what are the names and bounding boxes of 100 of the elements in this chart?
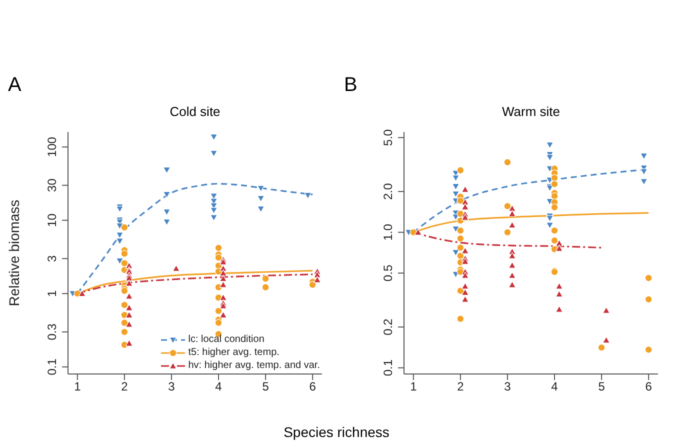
point bbox=[504, 202, 512, 210]
text: B bbox=[344, 74, 358, 97]
point bbox=[308, 281, 316, 288]
point bbox=[452, 226, 460, 233]
point bbox=[120, 259, 128, 267]
point bbox=[508, 262, 516, 268]
point bbox=[644, 274, 652, 282]
point bbox=[220, 302, 227, 309]
point bbox=[556, 290, 563, 298]
point bbox=[461, 296, 469, 302]
point bbox=[640, 152, 648, 160]
point bbox=[644, 296, 652, 304]
x-tick-label: 1 bbox=[410, 380, 418, 394]
point bbox=[163, 208, 170, 216]
y-tick-label: 100 bbox=[45, 136, 59, 157]
chart-title: Warm site bbox=[500, 104, 562, 119]
point bbox=[262, 284, 270, 291]
point bbox=[508, 210, 516, 217]
point bbox=[210, 150, 218, 157]
point bbox=[644, 346, 652, 354]
point bbox=[262, 274, 270, 282]
point bbox=[550, 174, 558, 182]
point bbox=[452, 174, 460, 182]
point bbox=[602, 306, 610, 314]
point bbox=[461, 186, 469, 193]
point bbox=[210, 134, 218, 141]
point bbox=[120, 319, 128, 326]
x-tick-label: 6 bbox=[645, 380, 652, 394]
point bbox=[120, 250, 128, 258]
x-tick-label: 2 bbox=[457, 380, 464, 394]
point bbox=[120, 328, 128, 336]
point bbox=[640, 168, 648, 176]
point bbox=[598, 344, 606, 352]
point bbox=[125, 280, 133, 286]
point bbox=[414, 228, 422, 236]
point bbox=[125, 274, 133, 282]
point bbox=[550, 236, 558, 244]
y-tick-label: 0.1 bbox=[45, 358, 59, 376]
point bbox=[452, 249, 460, 256]
point bbox=[120, 287, 128, 295]
point bbox=[125, 304, 133, 311]
point bbox=[550, 204, 558, 211]
point bbox=[220, 269, 227, 276]
point bbox=[546, 222, 554, 229]
y-tick-label: 0.3 bbox=[45, 323, 59, 340]
y-tick-label: 1 bbox=[45, 290, 59, 297]
point bbox=[461, 247, 469, 254]
point bbox=[452, 183, 460, 190]
point bbox=[220, 274, 227, 282]
point bbox=[452, 190, 460, 198]
point bbox=[120, 224, 128, 232]
point bbox=[504, 158, 512, 166]
point bbox=[172, 264, 180, 272]
point bbox=[257, 185, 265, 192]
point bbox=[602, 336, 610, 344]
point bbox=[220, 281, 227, 288]
point bbox=[556, 282, 563, 290]
point bbox=[461, 203, 469, 210]
y-tick-label: 5.0 bbox=[381, 128, 395, 146]
x-tick-label: 3 bbox=[168, 380, 176, 394]
point bbox=[210, 214, 218, 222]
point bbox=[640, 178, 648, 186]
point bbox=[220, 258, 227, 265]
point bbox=[508, 272, 516, 279]
point bbox=[116, 258, 124, 265]
point bbox=[163, 166, 170, 174]
x-tick-label: 2 bbox=[121, 380, 128, 394]
point bbox=[210, 207, 218, 214]
point bbox=[456, 234, 464, 242]
point bbox=[556, 240, 563, 246]
point bbox=[78, 290, 86, 297]
point bbox=[314, 276, 321, 283]
point bbox=[461, 272, 469, 279]
point bbox=[461, 288, 469, 296]
y-tick-label: 10 bbox=[45, 213, 59, 227]
y-tick-label: 0.2 bbox=[381, 318, 395, 336]
point bbox=[120, 301, 128, 309]
point bbox=[546, 215, 554, 222]
x-tick-label: 3 bbox=[504, 380, 512, 394]
x-tick-label: 5 bbox=[598, 380, 606, 394]
point bbox=[214, 319, 222, 326]
point bbox=[314, 271, 321, 278]
point bbox=[456, 315, 464, 322]
point bbox=[220, 311, 227, 318]
point bbox=[504, 228, 512, 236]
x-tick-label: 5 bbox=[262, 380, 270, 394]
x-axis-title: Species richness bbox=[282, 424, 390, 440]
legend-label: t5: higher avg. temp. bbox=[188, 347, 280, 358]
point bbox=[125, 292, 133, 300]
point bbox=[125, 311, 133, 318]
point bbox=[556, 306, 563, 312]
point bbox=[456, 166, 464, 174]
legend-label: hv: higher avg. temp. and var. bbox=[188, 360, 320, 371]
chart-title: Cold site bbox=[168, 104, 222, 119]
y-tick-label: 3 bbox=[45, 254, 59, 262]
point bbox=[116, 238, 124, 245]
point bbox=[508, 221, 516, 228]
point bbox=[163, 191, 170, 198]
point bbox=[125, 340, 133, 346]
y-tick-label: 0.5 bbox=[381, 264, 395, 282]
